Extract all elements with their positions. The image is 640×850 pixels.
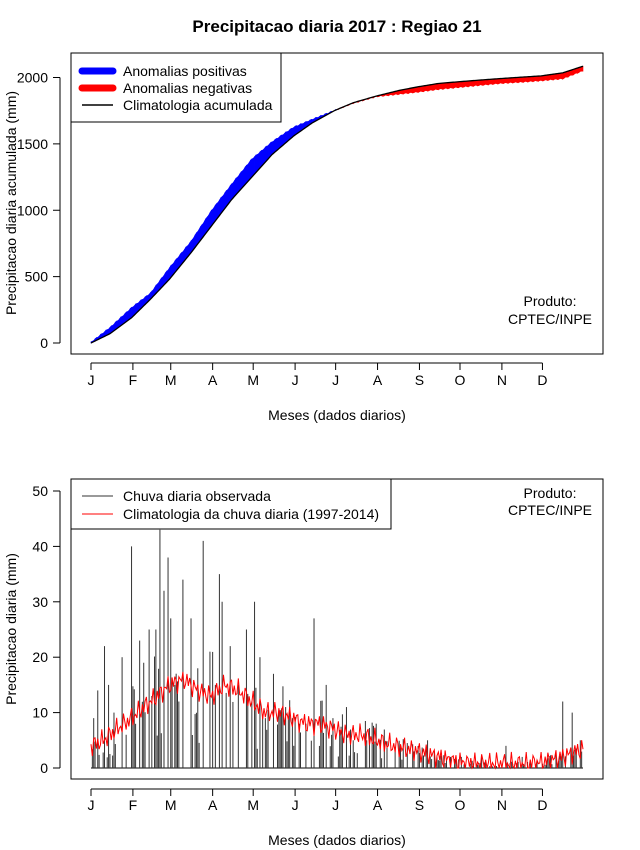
top-x-tick-label: O	[455, 372, 466, 388]
bottom-y-tick-label: 30	[32, 594, 48, 610]
bottom-y-axis: 0 10 20 30 40 50	[32, 483, 61, 776]
bottom-legend-box	[70, 478, 392, 530]
legend-label-clim-daily: Climatologia da chuva diaria (1997-2014)	[123, 506, 379, 522]
bottom-y-tick-label: 40	[32, 538, 48, 554]
top-x-axis-label: Meses (dados diarios)	[268, 407, 406, 423]
bottom-x-tick-label: M	[165, 797, 177, 813]
top-note-line-2: CPTEC/INPE	[508, 311, 592, 327]
bottom-x-tick-label: J	[88, 797, 95, 813]
bottom-marks	[90, 529, 584, 770]
legend-label-positive: Anomalias positivas	[123, 63, 247, 79]
climatology-line	[90, 65, 584, 344]
top-y-axis-label: Precipitacao diaria acumulada (mm)	[3, 91, 19, 315]
chart-title: Precipitacao diaria 2017 : Regiao 21	[192, 17, 481, 36]
legend-label-observed: Chuva diaria observada	[123, 488, 271, 504]
clim-daily-line	[90, 671, 584, 770]
top-x-tick-label: J	[332, 372, 339, 388]
bottom-x-tick-label: F	[129, 797, 138, 813]
top-y-tick-label: 1500	[17, 136, 48, 152]
bottom-x-tick-label: N	[497, 797, 507, 813]
bottom-x-tick-label: S	[415, 797, 424, 813]
top-x-tick-label: J	[88, 372, 95, 388]
top-panel: 0 500 1000 1500 2000 J F M A M J J A S O N D Precipitac…	[3, 52, 604, 423]
top-x-tick-label: M	[247, 372, 259, 388]
top-x-tick-label: J	[292, 372, 299, 388]
top-x-tick-label: A	[373, 372, 383, 388]
top-note-line-1: Produto:	[524, 293, 577, 309]
top-y-tick-label: 1000	[17, 202, 48, 218]
top-legend: Anomalias positivas Anomalias negativas …	[70, 52, 282, 123]
bottom-x-tick-label: O	[455, 797, 466, 813]
bottom-x-tick-label: A	[373, 797, 383, 813]
top-y-axis: 0 500 1000 1500 2000	[17, 70, 61, 351]
top-x-tick-label: D	[537, 372, 547, 388]
legend-label-climatology: Climatologia acumulada	[123, 97, 273, 113]
bottom-x-tick-label: D	[537, 797, 547, 813]
bottom-x-tick-label: M	[247, 797, 259, 813]
bottom-legend: Chuva diaria observada Climatologia da c…	[70, 478, 392, 530]
top-x-tick-label: S	[415, 372, 424, 388]
bottom-y-tick-label: 20	[32, 649, 48, 665]
bottom-y-tick-label: 10	[32, 705, 48, 721]
top-x-tick-label: F	[129, 372, 138, 388]
bottom-y-tick-label: 50	[32, 483, 48, 499]
top-x-tick-label: N	[497, 372, 507, 388]
bottom-x-tick-label: J	[292, 797, 299, 813]
bottom-y-axis-label: Precipitacao diaria (mm)	[3, 553, 19, 705]
top-plot-frame	[70, 52, 604, 355]
bottom-y-tick-label: 0	[40, 760, 48, 776]
bottom-note-line-2: CPTEC/INPE	[508, 502, 592, 518]
bottom-x-tick-label: J	[332, 797, 339, 813]
top-y-tick-label: 500	[25, 269, 49, 285]
bottom-x-tick-label: A	[208, 797, 218, 813]
legend-label-negative: Anomalias negativas	[123, 80, 252, 96]
bottom-note-line-1: Produto:	[524, 485, 577, 501]
top-x-tick-label: M	[165, 372, 177, 388]
top-marks	[90, 65, 584, 344]
bottom-panel: 0 10 20 30 40 50 J F M A M J J A S O N D Precipitacao di…	[3, 478, 604, 848]
bottom-x-axis-label: Meses (dados diarios)	[268, 832, 406, 848]
top-y-tick-label: 2000	[17, 70, 48, 86]
top-y-tick-label: 0	[40, 335, 48, 351]
top-x-tick-label: A	[208, 372, 218, 388]
